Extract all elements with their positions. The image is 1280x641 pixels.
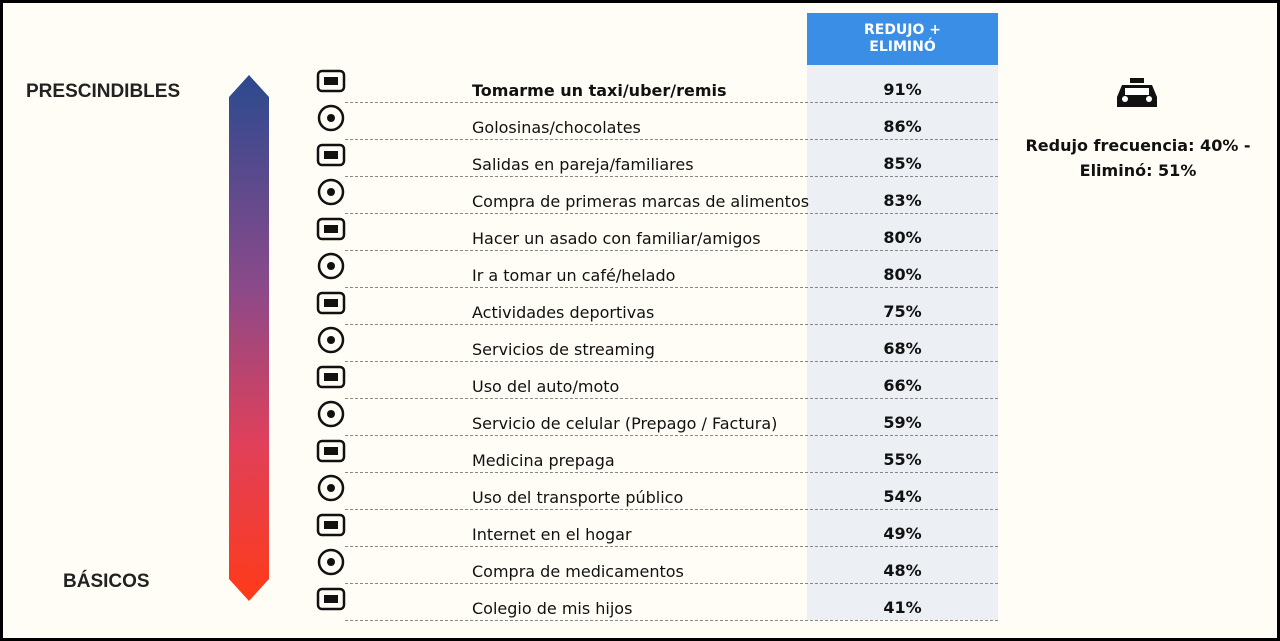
- row-separator: [345, 398, 998, 399]
- row-separator: [345, 361, 998, 362]
- row-label: Hacer un asado con familiar/amigos: [472, 229, 761, 248]
- row-value: 91%: [883, 80, 922, 99]
- row-value: 55%: [883, 450, 922, 469]
- row-icon: [316, 587, 346, 611]
- row-icon: [316, 143, 346, 167]
- row-value: 80%: [883, 228, 922, 247]
- bottom-label: BÁSICOS: [63, 571, 150, 592]
- note: Redujo frecuencia: 40% - Eliminó: 51%: [1025, 136, 1251, 180]
- row-icon: [317, 548, 345, 576]
- row-label: Medicina prepaga: [472, 451, 615, 470]
- row-label: Servicio de celular (Prepago / Factura): [472, 414, 778, 433]
- row-icon: [316, 439, 346, 463]
- row-value: 68%: [883, 339, 922, 358]
- row-label: Compra de medicamentos: [472, 562, 684, 581]
- row-label: Uso del auto/moto: [472, 377, 620, 396]
- row-separator: [345, 620, 998, 621]
- row-label: Ir a tomar un café/helado: [472, 266, 676, 285]
- row-icon: [316, 365, 346, 389]
- row-label: Actividades deportivas: [472, 303, 655, 322]
- row-icon: [316, 291, 346, 315]
- row-label: Servicios de streaming: [472, 340, 655, 359]
- row-separator: [345, 472, 998, 473]
- row-value: 80%: [883, 265, 922, 284]
- row-separator: [345, 176, 998, 177]
- row-value: 66%: [883, 376, 922, 395]
- row-value: 49%: [883, 524, 922, 543]
- row-separator: [345, 102, 998, 103]
- row-value: 54%: [883, 487, 922, 506]
- row-value: 75%: [883, 302, 922, 321]
- column-header: REDUJO + ELIMINÓ: [807, 13, 998, 65]
- row-value: 86%: [883, 117, 922, 136]
- row-separator: [345, 435, 998, 436]
- row-icon: [317, 474, 345, 502]
- row-separator: [345, 250, 998, 251]
- row-separator: [345, 546, 998, 547]
- row-separator: [345, 287, 998, 288]
- row-icon: [317, 400, 345, 428]
- taxi-icon: [1117, 78, 1157, 107]
- row-separator: [345, 324, 998, 325]
- row-label: Salidas en pareja/familiares: [472, 155, 694, 174]
- row-icon: [317, 252, 345, 280]
- row-icon: [317, 326, 345, 354]
- value-column: [807, 65, 998, 620]
- row-icon: [316, 69, 346, 93]
- row-value: 59%: [883, 413, 922, 432]
- row-value: 48%: [883, 561, 922, 580]
- row-label: Uso del transporte público: [472, 488, 684, 507]
- gradient-arrow: [229, 75, 269, 601]
- row-separator: [345, 583, 998, 584]
- row-icon: [316, 513, 346, 537]
- row-value: 85%: [883, 154, 922, 173]
- row-label: Tomarme un taxi/uber/remis: [472, 81, 727, 100]
- row-icon: [316, 217, 346, 241]
- row-separator: [345, 139, 998, 140]
- row-label: Golosinas/chocolates: [472, 118, 641, 137]
- row-separator: [345, 509, 998, 510]
- row-value: 83%: [883, 191, 922, 210]
- top-label: PRESCINDIBLES: [26, 81, 181, 102]
- row-label: Compra de primeras marcas de alimentos: [472, 192, 810, 211]
- row-icon: [317, 178, 345, 206]
- row-label: Colegio de mis hijos: [472, 599, 633, 618]
- row-icon: [317, 104, 345, 132]
- row-label: Internet en el hogar: [472, 525, 632, 544]
- row-value: 41%: [883, 598, 922, 617]
- row-separator: [345, 213, 998, 214]
